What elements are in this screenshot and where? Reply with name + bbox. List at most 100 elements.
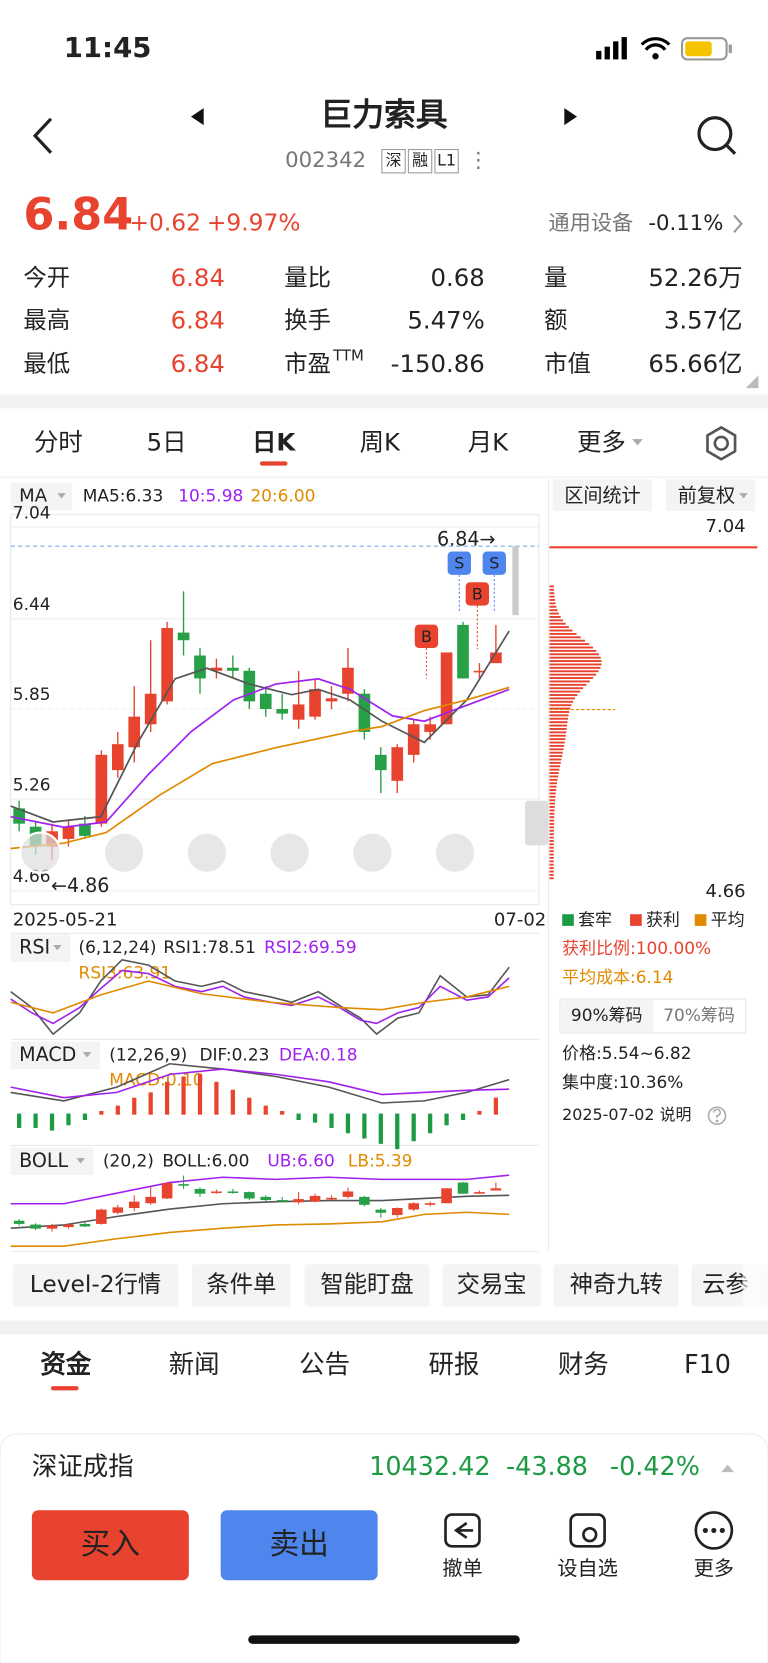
more-dots[interactable]: ⋮ bbox=[468, 148, 489, 173]
boll-body bbox=[408, 1203, 419, 1210]
period-tab[interactable]: 月K bbox=[468, 427, 509, 456]
indicator-label[interactable]: MACD bbox=[19, 1043, 76, 1066]
sell-button[interactable] bbox=[220, 1510, 378, 1581]
info-tab[interactable]: F10 bbox=[684, 1350, 731, 1380]
chart-button-label[interactable]: 区间统计 bbox=[564, 484, 640, 507]
stat-value: 52.26万 bbox=[648, 263, 742, 292]
period-tab[interactable]: 5日 bbox=[147, 427, 187, 456]
side-handle[interactable] bbox=[525, 800, 549, 846]
feature-label[interactable]: 云参 bbox=[702, 1270, 749, 1298]
chip-bar bbox=[549, 605, 557, 608]
stat-label-sup: TTM bbox=[332, 347, 364, 364]
chip-bar bbox=[549, 873, 554, 876]
chart-button[interactable] bbox=[552, 479, 653, 512]
prev-stock[interactable] bbox=[190, 108, 204, 126]
candle-body bbox=[62, 826, 75, 839]
macd-bar bbox=[181, 1076, 186, 1115]
indicator-select[interactable] bbox=[10, 934, 71, 962]
boll-body bbox=[13, 1220, 25, 1224]
period-tab[interactable]: 更多 bbox=[577, 427, 626, 456]
back-button[interactable] bbox=[32, 117, 53, 154]
feature-chip[interactable] bbox=[192, 1264, 291, 1307]
chip-tab-active[interactable] bbox=[561, 1000, 654, 1032]
separator bbox=[0, 1320, 768, 1335]
buy-label[interactable]: 买入 bbox=[81, 1527, 140, 1562]
index-value: 10432.42 bbox=[369, 1452, 490, 1482]
chart-button[interactable] bbox=[666, 479, 756, 512]
period-tab[interactable]: 分时 bbox=[34, 427, 83, 456]
feature-label[interactable]: 交易宝 bbox=[457, 1270, 527, 1298]
next-stock[interactable] bbox=[564, 108, 578, 126]
chip-bar bbox=[549, 782, 558, 785]
help-icon[interactable] bbox=[707, 1106, 727, 1126]
tool-label[interactable]: 更多 bbox=[694, 1556, 734, 1580]
buy-button[interactable] bbox=[31, 1510, 189, 1581]
settings-icon[interactable] bbox=[706, 425, 737, 461]
chip-tab[interactable]: 90%筹码 bbox=[571, 1005, 643, 1025]
feature-chip[interactable] bbox=[304, 1264, 430, 1307]
feature-label[interactable]: 智能盯盘 bbox=[320, 1270, 413, 1298]
chip-bar bbox=[549, 622, 566, 625]
chip-tab[interactable]: 70%筹码 bbox=[663, 1005, 735, 1025]
macd-bar bbox=[230, 1089, 235, 1115]
indicator-params: (6,12,24) bbox=[79, 937, 157, 957]
info-tab[interactable]: 财务 bbox=[558, 1350, 609, 1380]
trade-mark bbox=[465, 582, 489, 606]
date-note[interactable]: 2025-07-02 说明 bbox=[562, 1105, 691, 1124]
y-tick-label: 6.44 bbox=[13, 594, 51, 614]
info-tab[interactable]: 研报 bbox=[429, 1350, 480, 1380]
period-tab[interactable]: 日K bbox=[252, 427, 296, 456]
indicator-label[interactable]: BOLL bbox=[19, 1149, 68, 1172]
boll-body bbox=[293, 1199, 304, 1203]
tool-label[interactable]: 撤单 bbox=[442, 1556, 482, 1580]
macd-bar bbox=[148, 1092, 153, 1115]
info-tab[interactable]: 公告 bbox=[299, 1350, 350, 1380]
info-tab[interactable]: 资金 bbox=[40, 1350, 91, 1380]
expand-arrow[interactable] bbox=[721, 1464, 734, 1473]
candle-body bbox=[374, 754, 387, 771]
chart-button-label[interactable]: 前复权 bbox=[678, 484, 735, 507]
chart-controls[interactable] bbox=[19, 831, 477, 874]
boll-body bbox=[424, 1203, 436, 1205]
info-tab[interactable]: 新闻 bbox=[169, 1350, 220, 1380]
tool-label[interactable]: 设自选 bbox=[557, 1556, 617, 1580]
feature-label[interactable]: Level-2行情 bbox=[30, 1270, 162, 1298]
macd-bar bbox=[312, 1113, 318, 1123]
candle-body bbox=[161, 627, 173, 702]
sector[interactable]: 通用设备 bbox=[548, 211, 633, 236]
legend-label: 获利 bbox=[646, 910, 680, 930]
boll-candles bbox=[13, 1175, 502, 1232]
trade-mark-label: S bbox=[454, 554, 464, 573]
ma10: 10:5.98 bbox=[178, 485, 243, 505]
feature-label[interactable]: 神奇九转 bbox=[570, 1270, 663, 1298]
macd-bar bbox=[49, 1113, 55, 1131]
macd-bar bbox=[296, 1113, 301, 1120]
candle-body bbox=[391, 747, 404, 781]
feature-chip[interactable] bbox=[553, 1264, 679, 1307]
chip-bar bbox=[549, 602, 556, 605]
tool-icons[interactable] bbox=[444, 1511, 734, 1550]
index-name[interactable]: 深证成指 bbox=[32, 1452, 134, 1482]
candle-body bbox=[342, 667, 354, 694]
ma-label: MA bbox=[19, 485, 48, 506]
search-button[interactable] bbox=[697, 116, 737, 155]
chip-bar bbox=[549, 599, 555, 601]
period-tab[interactable]: 周K bbox=[360, 427, 401, 456]
tag-box bbox=[434, 149, 459, 174]
feature-chip[interactable] bbox=[12, 1264, 179, 1307]
chip-bar bbox=[549, 649, 597, 652]
stat-label: 市值 bbox=[544, 349, 591, 377]
indicator-label[interactable]: RSI bbox=[19, 936, 50, 959]
dropdown-arrow bbox=[739, 493, 748, 499]
sell-label[interactable]: 卖出 bbox=[269, 1527, 328, 1562]
boll-body bbox=[79, 1223, 91, 1227]
indicator-select[interactable] bbox=[10, 1041, 100, 1070]
feature-label[interactable]: 条件单 bbox=[206, 1270, 276, 1298]
stat-value: 6.84 bbox=[171, 349, 225, 378]
feature-chip[interactable] bbox=[442, 1264, 541, 1307]
chip-bar bbox=[549, 819, 555, 822]
chip-bar bbox=[549, 588, 555, 591]
macd-bar bbox=[428, 1113, 433, 1134]
boll-body bbox=[474, 1192, 485, 1194]
chip-bar bbox=[549, 785, 557, 788]
